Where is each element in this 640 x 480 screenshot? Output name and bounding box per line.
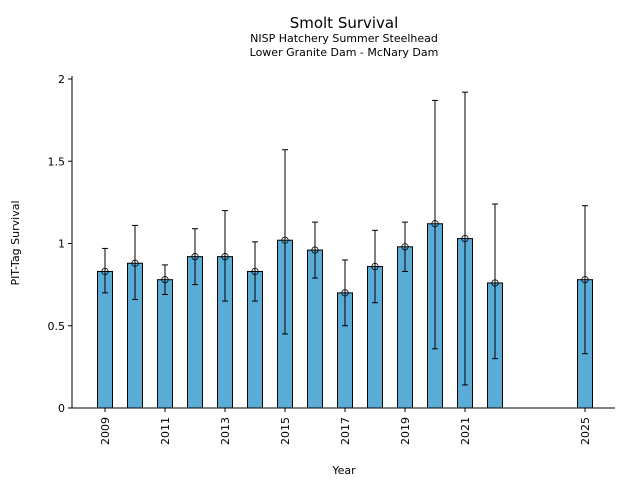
y-axis-label: PIT-Tag Survival [9,200,22,285]
x-tick-label: 2019 [399,417,412,445]
point-marker [101,267,109,276]
point-marker [461,234,469,243]
y-tick-label: 1.5 [48,155,66,168]
point-marker [191,253,199,261]
point-marker [281,236,289,244]
point-marker [491,279,499,287]
x-axis-label: Year [331,464,356,477]
chart-title: Smolt Survival [290,14,399,32]
x-tick-label: 2025 [579,417,592,445]
x-tick-label: 2021 [459,417,472,445]
x-axis: 2009 2011 2013 2015 2017 2019 2021 2025 [72,407,615,445]
point-marker [341,289,349,297]
x-tick-label: 2009 [99,417,112,445]
point-marker [251,267,259,276]
y-tick-label: 0 [58,402,65,415]
y-tick-label: 0.5 [48,320,66,333]
chart-subtitle-1: NISP Hatchery Summer Steelhead [250,32,438,45]
y-tick-label: 2 [58,73,65,86]
y-tick-label: 1 [58,238,65,251]
x-tick-label: 2011 [159,417,172,445]
y-axis: 0 0.5 1 1.5 2 [48,73,73,415]
x-tick-label: 2017 [339,417,352,445]
x-tick-label: 2013 [219,417,232,445]
point-marker [311,246,319,254]
point-marker [221,253,229,261]
point-marker [431,220,439,228]
chart-title-group: Smolt Survival NISP Hatchery Summer Stee… [250,14,439,59]
point-marker [371,262,379,271]
point-marker [161,276,169,284]
chart-subtitle-2: Lower Granite Dam - McNary Dam [250,46,439,59]
bar [157,279,173,409]
x-tick-label: 2015 [279,417,292,445]
plot-area [97,91,593,409]
point-marker [131,259,139,267]
point-marker [401,243,409,251]
point-marker [581,276,589,284]
